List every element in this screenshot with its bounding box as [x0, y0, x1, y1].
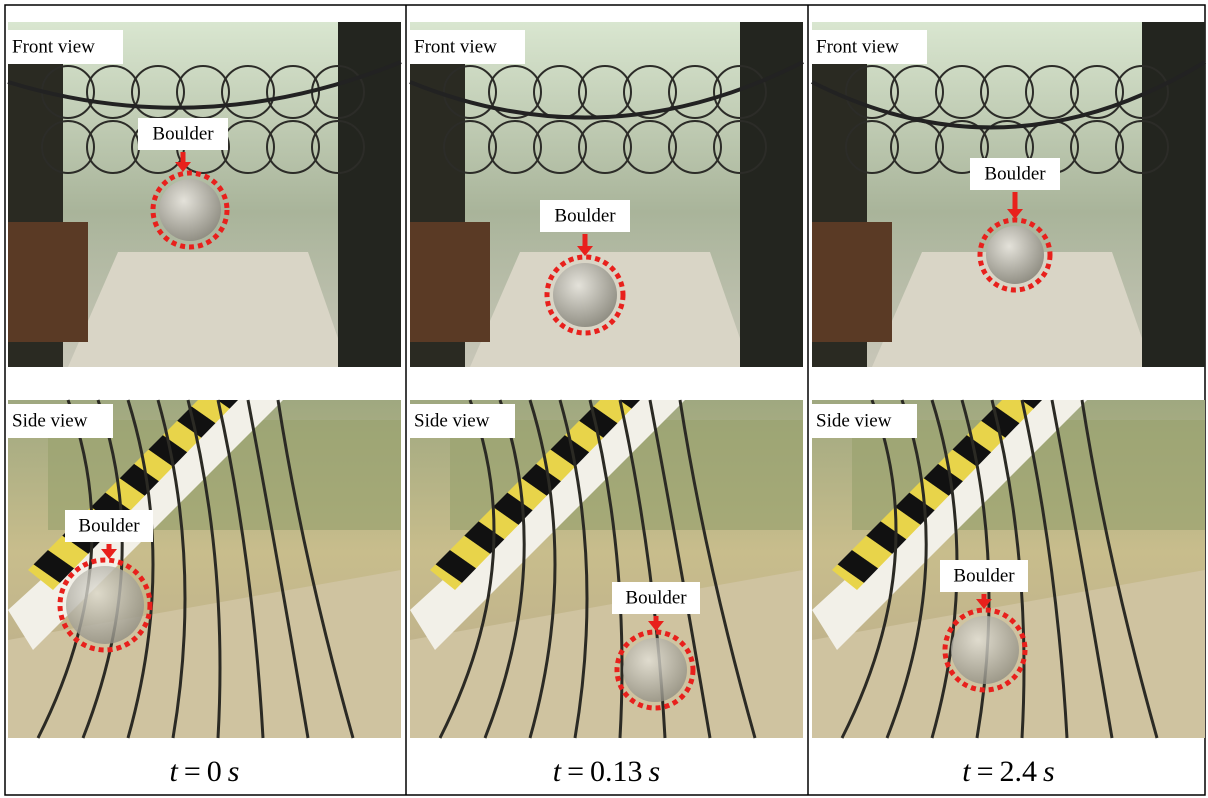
boulder — [623, 638, 687, 702]
front-photo: Front view Boulder — [410, 22, 803, 367]
view-label: Front view — [816, 36, 899, 57]
time-value: 0.13 — [590, 755, 643, 788]
time-equals: = — [977, 755, 994, 788]
figure: Front viewBoulderSide viewBouldert=0sFro… — [0, 0, 1208, 798]
boulder — [66, 566, 144, 644]
pillar — [1142, 22, 1205, 367]
annotation-text: Boulder — [984, 163, 1046, 184]
time-equals: = — [184, 755, 201, 788]
annotation-text: Boulder — [625, 587, 687, 608]
time-equals: = — [567, 755, 584, 788]
block — [8, 222, 88, 342]
time-value: 2.4 — [1000, 755, 1038, 788]
boulder — [986, 226, 1044, 284]
time-unit: s — [649, 755, 661, 788]
view-label: Side view — [816, 410, 892, 431]
front-photo: Front view Boulder — [8, 22, 401, 367]
block — [812, 222, 892, 342]
time-symbol: t — [553, 755, 562, 788]
boulder — [159, 179, 221, 241]
view-label: Front view — [414, 36, 497, 57]
annotation-text: Boulder — [152, 123, 214, 144]
time-unit: s — [1043, 755, 1055, 788]
view-label: Front view — [12, 36, 95, 57]
annotation-text: Boulder — [78, 515, 140, 536]
block — [410, 222, 490, 342]
annotation-text: Boulder — [953, 565, 1015, 586]
time-symbol: t — [170, 755, 179, 788]
boulder — [553, 263, 617, 327]
pillar — [740, 22, 803, 367]
annotation-text: Boulder — [554, 205, 616, 226]
time-unit: s — [228, 755, 240, 788]
view-label: Side view — [414, 410, 490, 431]
side-photo: Side view Boulder — [812, 400, 1205, 738]
time-symbol: t — [962, 755, 971, 788]
view-label: Side view — [12, 410, 88, 431]
boulder — [951, 616, 1019, 684]
side-photo: Side view Boulder — [8, 400, 401, 738]
front-photo: Front view Boulder — [812, 22, 1205, 367]
time-value: 0 — [207, 755, 222, 788]
side-photo: Side view Boulder — [410, 400, 803, 738]
